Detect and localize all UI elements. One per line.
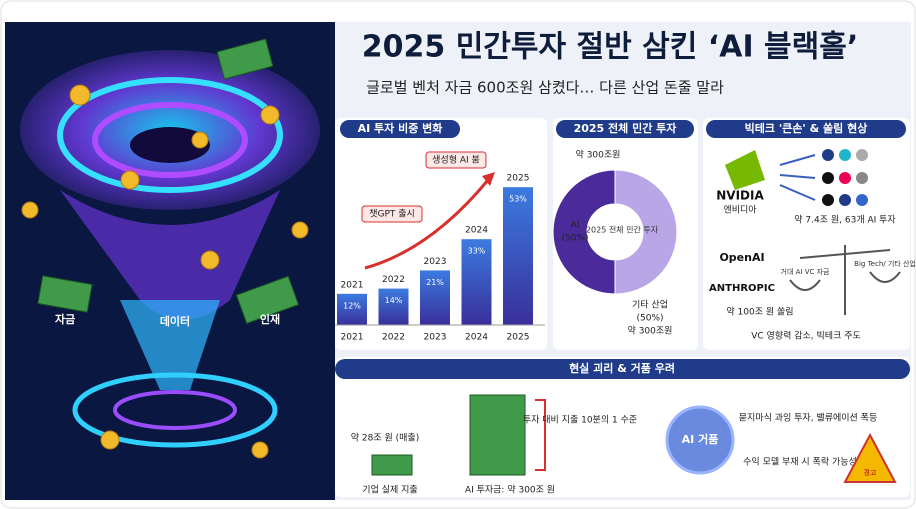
panel-title: 빅테크 '큰손' & 쏠림 현상 — [745, 121, 868, 135]
warning: 경고 — [864, 468, 877, 477]
title: 2025 민간투자 절반 삼킨 ‘AI 블랙홀’ — [362, 30, 859, 65]
bubble-note: 묻지마식 과잉 투자, 밸류에이션 폭등 — [739, 412, 878, 424]
donut-label: 기타 산업 — [632, 300, 668, 311]
concentration: 약 100조 원 쏠림 — [726, 306, 793, 318]
bubble-icon — [665, 405, 735, 475]
invest-label: AI 투자금: 약 300조 원 — [465, 484, 555, 496]
panel-header — [556, 120, 694, 138]
donut-label: AI — [571, 221, 580, 231]
scale-right: Big Tech/ 기타 산업 — [854, 259, 916, 268]
nvidia-note: 약 7.4조 원, 63개 AI 투자 — [794, 214, 896, 226]
tornado-label: 데이터 — [160, 314, 190, 328]
x-tick-label: 2025 — [507, 333, 530, 343]
scale-icon — [789, 245, 901, 315]
annotation: 생성형 AI 붐 — [432, 155, 480, 166]
investment-arrows — [779, 154, 816, 201]
value-label: 14% — [385, 296, 403, 305]
spend: 약 28조 원 (매출) — [351, 432, 419, 444]
annotation-box — [425, 151, 487, 169]
year-label: 2023 — [424, 257, 447, 267]
bracket — [535, 399, 546, 471]
bar — [503, 187, 533, 325]
bar — [378, 288, 409, 325]
spend-label: 기업 실제 지출 — [362, 485, 417, 496]
risk: 수익 모델 부재 시 폭락 가능성 — [743, 456, 857, 468]
x-tick-label: 2021 — [341, 333, 364, 343]
donut-note: 약 300조원 — [628, 325, 673, 337]
value-label: 21% — [426, 278, 444, 287]
x-tick-label: 2023 — [424, 333, 447, 343]
year-label: 2025 — [507, 174, 530, 184]
trend-arrow — [364, 179, 490, 270]
value-label: 12% — [343, 301, 361, 310]
annotation: 챗GPT 출시 — [369, 208, 415, 220]
bar — [420, 270, 450, 325]
nvidia-ko: 엔비디아 — [723, 205, 757, 216]
bar — [461, 239, 492, 325]
warning-icon — [843, 432, 897, 483]
value-label: 33% — [468, 247, 486, 256]
panel-header — [335, 359, 910, 379]
small-cash — [371, 454, 413, 476]
donut-value-label: (50%) — [561, 234, 588, 244]
x-tick-label: 2024 — [465, 333, 488, 343]
subtitle: 글로벌 벤처 자금 600조원 삼켰다… 다른 산업 돈줄 말라 — [366, 79, 724, 97]
donut-value-label: (50%) — [636, 314, 663, 324]
annotation-box — [361, 205, 423, 223]
arrowhead — [482, 172, 495, 186]
company-icons — [822, 149, 868, 206]
scale-left: 거대 AI VC 자금 — [781, 267, 831, 276]
panel-title: AI 투자 비중 변화 — [358, 121, 443, 135]
bubble: AI 거품 — [682, 432, 719, 446]
year-label: 2021 — [341, 280, 364, 290]
x-tick-label: 2022 — [382, 333, 405, 343]
anthropic: ANTHROPIC — [709, 283, 775, 294]
donut-top-label: 약 300조원 — [576, 149, 621, 161]
bigtech-note: VC 영향력 감소, 빅테크 주도 — [751, 330, 861, 342]
donut-center: 2025 전체 민간 투자 — [586, 225, 659, 235]
panel-title: 2025 전체 민간 투자 — [574, 121, 678, 135]
large-cash — [469, 394, 526, 476]
value-label: 53% — [509, 195, 527, 204]
panel-title: 현실 괴리 & 거품 우려 — [569, 361, 675, 375]
donut-hole — [587, 204, 643, 260]
ratio: 투자 대비 지출 10분의 1 수준 — [523, 415, 637, 426]
nvidia: NVIDIA — [716, 189, 764, 203]
tornado-label: 자금 — [55, 312, 75, 326]
panel-header — [340, 120, 460, 138]
bar — [337, 293, 367, 325]
year-label: 2024 — [465, 226, 488, 236]
tornado-label: 인재 — [260, 312, 280, 326]
tornado-illustration: 자금 데이터 인재 — [5, 22, 335, 500]
year-label: 2022 — [382, 275, 405, 285]
nvidia-logo — [725, 150, 765, 190]
openai: OpenAI — [719, 251, 764, 264]
panel-header — [706, 120, 906, 138]
